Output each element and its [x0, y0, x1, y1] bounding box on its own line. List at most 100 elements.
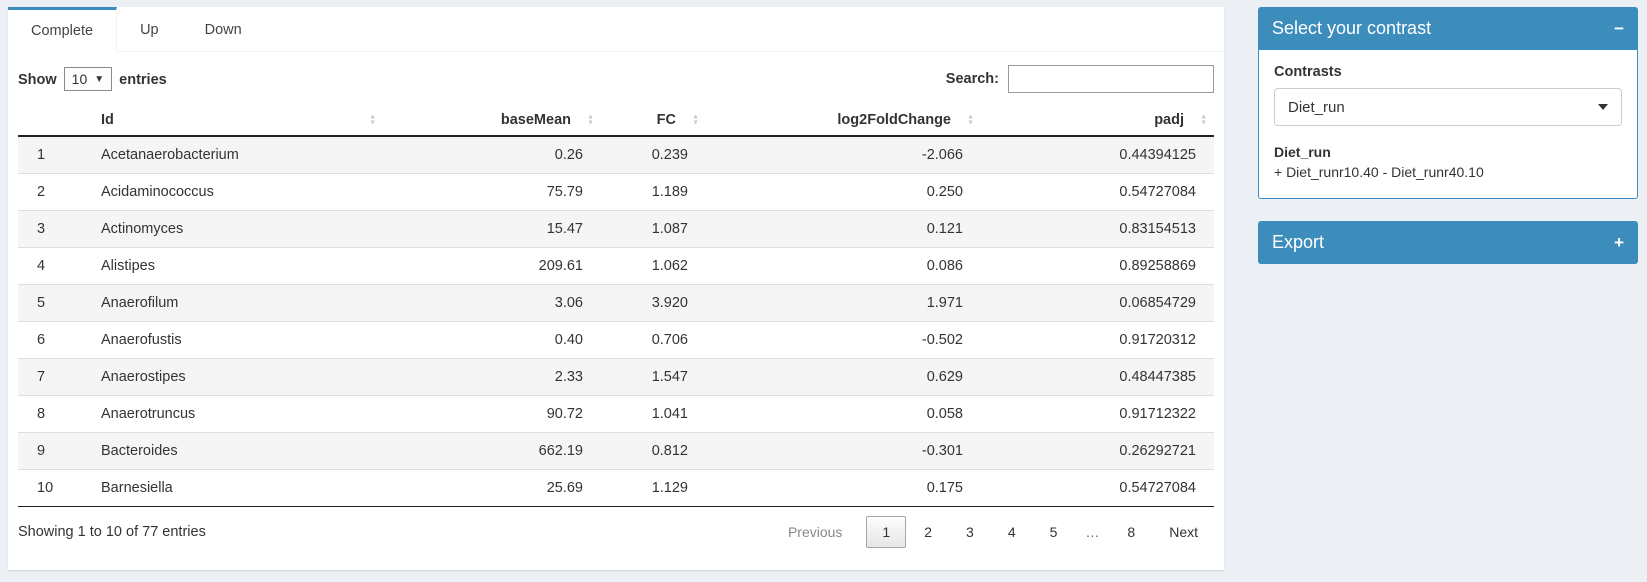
page-button-8[interactable]: 8 — [1127, 524, 1136, 540]
table-cell: 6 — [18, 321, 91, 359]
page-button-1[interactable]: 1 — [866, 516, 907, 548]
export-panel-title: Export — [1272, 232, 1325, 252]
table-cell: 0.706 — [601, 321, 706, 359]
table-cell: 0.812 — [601, 432, 706, 470]
header-row: Id ▲ ▼ baseMean ▲ ▼ FC ▲ ▼ log2FoldChange ▲ ▼ padj ▲ ▼ — [18, 105, 1214, 137]
tab-up[interactable]: Up — [140, 21, 159, 38]
table-cell: 9 — [18, 432, 91, 470]
table-cell: 90.72 — [383, 395, 601, 433]
page-length-select[interactable]: 10 ▼ — [63, 67, 113, 91]
table-row[interactable]: 2 Acidaminococcus 75.79 1.189 0.250 0.5472708… — [18, 173, 1214, 211]
collapse-minus-icon[interactable]: − — [1614, 19, 1624, 38]
show-label: Show — [18, 72, 57, 88]
chevron-down-icon — [1598, 104, 1608, 110]
search-input[interactable] — [1008, 65, 1214, 93]
contrast-formula: + Diet_runr10.40 - Diet_runr40.10 — [1274, 164, 1484, 180]
table-row[interactable]: 9 Bacteroides 662.19 0.812 -0.301 0.26292721 — [18, 432, 1214, 470]
contrast-panel-header[interactable]: Select your contrast − — [1258, 7, 1638, 50]
sort-icon: ▲ ▼ — [369, 113, 376, 126]
next-page-button[interactable]: Next — [1169, 524, 1198, 540]
table-cell: 0.54727084 — [981, 469, 1214, 507]
table-cell: 662.19 — [383, 432, 601, 470]
table-info: Showing 1 to 10 of 77 entries — [18, 524, 206, 540]
table-cell: 209.61 — [383, 247, 601, 285]
table-cell: 1.041 — [601, 395, 706, 433]
select-caret-icon: ▼ — [94, 73, 105, 85]
table-cell: 0.06854729 — [981, 284, 1214, 322]
table-cell: 0.54727084 — [981, 173, 1214, 211]
col-header-label: baseMean — [500, 112, 571, 128]
col-header-label: log2FoldChange — [837, 112, 951, 128]
table-cell: 1.971 — [706, 284, 981, 322]
table-cell: 3.920 — [601, 284, 706, 322]
previous-page-button[interactable]: Previous — [787, 524, 843, 540]
col-header-rownames — [18, 105, 91, 137]
tab-complete[interactable]: Complete — [8, 7, 118, 52]
table-cell: 0.250 — [706, 173, 981, 211]
table-cell: 0.239 — [651, 147, 688, 163]
table-cell: 0.26 — [554, 147, 583, 163]
table-cell: -2.066 — [921, 147, 963, 163]
col-header-label: FC — [656, 112, 676, 128]
col-header-padj[interactable]: padj ▲ ▼ — [981, 105, 1214, 137]
table-cell: 1.189 — [601, 173, 706, 211]
table-cell: 1.087 — [601, 210, 706, 248]
table-cell: Alistipes — [91, 247, 383, 285]
table-cell: 0.086 — [706, 247, 981, 285]
table-cell: 0.91720312 — [981, 321, 1214, 359]
table-cell: 1.547 — [601, 358, 706, 396]
table-cell: 15.47 — [383, 210, 601, 248]
table-row[interactable]: 7 Anaerostipes 2.33 1.547 0.629 0.48447385 — [18, 358, 1214, 396]
search-label: Search: — [945, 71, 999, 87]
contrast-panel: Select your contrast − Contrasts Diet_ru… — [1258, 7, 1638, 199]
pagination: Previous 1 2 3 4 5 … 8 Next — [770, 516, 1214, 548]
col-header-label: padj — [1154, 112, 1184, 128]
col-header-label: Id — [101, 112, 114, 128]
table-cell: Anaerofilum — [91, 284, 383, 322]
results-box: Complete Up Down Show 10 ▼ entries Search: Id… — [8, 7, 1224, 570]
page-button-4[interactable]: 4 — [1007, 524, 1016, 540]
table-row[interactable]: 10 Barnesiella 25.69 1.129 0.175 0.54727084 — [18, 469, 1214, 507]
table-cell: 1 — [37, 147, 46, 163]
table-row[interactable]: 6 Anaerofustis 0.40 0.706 -0.502 0.91720312 — [18, 321, 1214, 359]
table-cell: 0.83154513 — [981, 210, 1214, 248]
expand-plus-icon[interactable]: + — [1614, 233, 1624, 252]
datatable-wrapper: Show 10 ▼ entries Search: Id ▲ ▼ baseMean ▲ ▼ FC ▲… — [8, 52, 1224, 548]
col-header-fc[interactable]: FC ▲ ▼ — [601, 105, 706, 137]
table-cell: 0.629 — [706, 358, 981, 396]
col-header-id[interactable]: Id ▲ ▼ — [91, 105, 383, 137]
table-row[interactable]: 8 Anaerotruncus 90.72 1.041 0.058 0.91712322 — [18, 395, 1214, 433]
sort-icon: ▲ ▼ — [967, 113, 974, 126]
export-panel-header[interactable]: Export + — [1258, 221, 1638, 264]
table-row[interactable]: 5 Anaerofilum 3.06 3.920 1.971 0.06854729 — [18, 284, 1214, 322]
table-cell: 0.121 — [706, 210, 981, 248]
table-cell: Anaerotruncus — [91, 395, 383, 433]
table-cell: Acetanaerobacterium — [101, 147, 239, 163]
page-button-2[interactable]: 2 — [924, 524, 933, 540]
table-cell: Acidaminococcus — [91, 173, 383, 211]
table-cell: 1.129 — [601, 469, 706, 507]
table-cell: Actinomyces — [91, 210, 383, 248]
table-cell: 0.175 — [706, 469, 981, 507]
col-header-log2foldchange[interactable]: log2FoldChange ▲ ▼ — [706, 105, 981, 137]
sort-icon: ▲ ▼ — [1200, 113, 1207, 126]
sidebar: Select your contrast − Contrasts Diet_ru… — [1258, 7, 1638, 264]
table-cell: 0.40 — [383, 321, 601, 359]
table-row[interactable]: 1 Acetanaerobacterium 0.26 0.239 -2.066 0.443… — [18, 136, 1214, 174]
page-button-3[interactable]: 3 — [966, 524, 974, 540]
pagination-ellipsis: … — [1085, 524, 1100, 540]
table-row[interactable]: 3 Actinomyces 15.47 1.087 0.121 0.83154513 — [18, 210, 1214, 248]
table-cell: 0.48447385 — [981, 358, 1214, 396]
col-header-basemean[interactable]: baseMean ▲ ▼ — [383, 105, 601, 137]
table-cell: 0.26292721 — [981, 432, 1214, 470]
contrasts-label: Contrasts — [1274, 64, 1342, 80]
table-cell: 8 — [18, 395, 91, 433]
tab-down[interactable]: Down — [204, 21, 242, 38]
contrast-select[interactable]: Diet_run — [1274, 88, 1622, 126]
table-cell: 25.69 — [383, 469, 601, 507]
table-row[interactable]: 4 Alistipes 209.61 1.062 0.086 0.89258869 — [18, 247, 1214, 285]
page-length-value: 10 — [71, 71, 88, 87]
page-button-5[interactable]: 5 — [1049, 524, 1058, 540]
table-cell: -0.301 — [706, 432, 981, 470]
table-cell: 1.062 — [601, 247, 706, 285]
